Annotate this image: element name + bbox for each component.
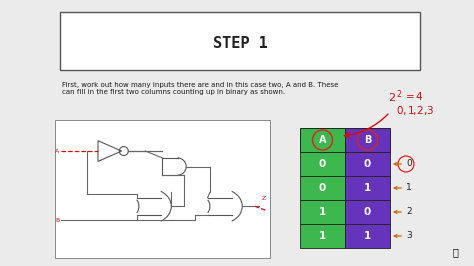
Text: 🔈: 🔈 — [452, 247, 458, 257]
FancyBboxPatch shape — [60, 12, 420, 70]
Text: 0: 0 — [319, 159, 326, 169]
Text: A: A — [319, 135, 326, 145]
Text: STEP 1: STEP 1 — [213, 35, 267, 51]
Text: $2^{\,2}$: $2^{\,2}$ — [388, 88, 402, 105]
Bar — [345, 200, 390, 224]
Text: 1: 1 — [364, 183, 371, 193]
Text: 1: 1 — [319, 231, 326, 241]
Text: 2: 2 — [406, 207, 411, 217]
Bar — [345, 224, 390, 248]
FancyBboxPatch shape — [55, 120, 270, 258]
Text: 3: 3 — [406, 231, 412, 240]
Text: $0,1\!,\!2,\!3$: $0,1\!,\!2,\!3$ — [396, 104, 435, 117]
Text: 0: 0 — [319, 183, 326, 193]
Text: B: B — [55, 218, 59, 223]
Text: Z: Z — [261, 196, 265, 201]
Text: 0: 0 — [406, 160, 412, 168]
Text: First, work out how many inputs there are and in this case two, A and B. These
c: First, work out how many inputs there ar… — [62, 82, 338, 95]
Bar — [300, 176, 345, 200]
Text: 1: 1 — [319, 207, 326, 217]
Text: $= 4$: $= 4$ — [403, 90, 424, 102]
Bar — [300, 152, 345, 176]
Bar — [300, 224, 345, 248]
Text: 0: 0 — [364, 207, 371, 217]
Bar — [345, 152, 390, 176]
Bar — [300, 200, 345, 224]
Text: 0: 0 — [364, 159, 371, 169]
Bar — [300, 128, 345, 152]
Bar — [345, 128, 390, 152]
Text: A: A — [55, 148, 59, 153]
Bar — [345, 176, 390, 200]
Text: B: B — [364, 135, 371, 145]
Text: 1: 1 — [406, 184, 412, 193]
Text: 1: 1 — [364, 231, 371, 241]
